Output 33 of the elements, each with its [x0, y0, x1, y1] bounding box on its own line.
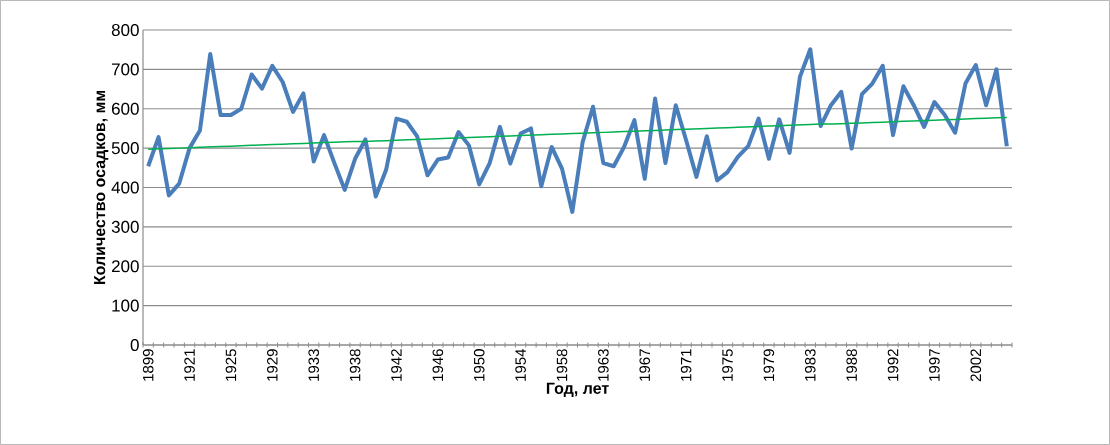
- y-tick-label: 200: [111, 260, 139, 273]
- x-tick-label: 1899: [142, 349, 154, 381]
- y-tick-label: 400: [111, 181, 139, 194]
- y-tick-label: 300: [111, 220, 139, 233]
- x-axis-title: Год, лет: [546, 382, 609, 397]
- x-tick-label: 1975: [722, 349, 733, 381]
- x-tick-label: 2002: [970, 349, 982, 382]
- x-tick-label: 1958: [556, 349, 568, 381]
- y-tick-label: 600: [111, 102, 139, 115]
- x-tick-label: 1979: [763, 349, 775, 381]
- x-tick-label: 1997: [929, 349, 940, 381]
- x-tick-label: 1938: [349, 349, 361, 381]
- x-tick-label: 1954: [515, 348, 526, 381]
- x-tick-label: 1946: [432, 349, 444, 381]
- y-tick-label: 100: [112, 299, 139, 312]
- y-tick-label: 700: [111, 63, 139, 76]
- x-tick-label: 1963: [598, 349, 609, 381]
- x-tick-label: 1992: [887, 349, 899, 381]
- y-axis-title: Количество осадков, мм: [94, 90, 109, 285]
- x-tick-label: 1925: [225, 349, 237, 381]
- x-tick-label: 1967: [639, 349, 651, 381]
- line-series: [146, 47, 1009, 214]
- x-tick-label: 1942: [391, 349, 402, 381]
- x-tick-label: 1921: [184, 349, 195, 381]
- x-tick-label: 1929: [267, 349, 278, 381]
- x-tick-label: 1988: [846, 349, 857, 381]
- y-tick-label: 0: [130, 338, 139, 352]
- x-tick-label: 1971: [680, 349, 692, 381]
- x-tick-label: 1950: [473, 349, 485, 381]
- x-tick-label: 1983: [804, 349, 816, 381]
- y-tick-label: 500: [111, 142, 139, 155]
- x-tick-label: 1933: [308, 349, 319, 381]
- y-tick-label: 800: [111, 23, 139, 37]
